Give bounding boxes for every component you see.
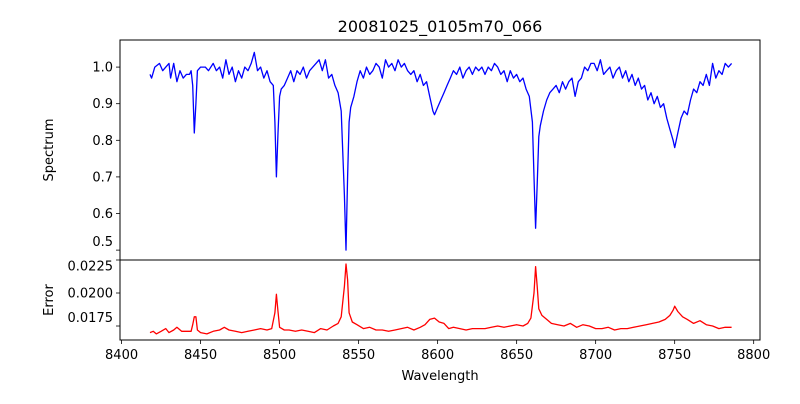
error-y-tick-label: 0.0225 (68, 260, 114, 275)
chart-title: 20081025_0105m70_066 (338, 17, 543, 37)
spectrum-y-tick-label: 0.6 (92, 207, 113, 222)
x-tick-label: 8400 (105, 348, 138, 363)
error-y-tick-label: 0.0200 (68, 287, 114, 302)
error-y-axis-label: Error (42, 284, 57, 316)
x-tick-label: 8500 (263, 348, 296, 363)
x-tick-label: 8750 (658, 348, 691, 363)
spectrum-y-axis-label: Spectrum (42, 119, 57, 182)
spectrum-y-tick-label: 1.0 (92, 61, 113, 76)
spectrum-y-tick-label: 0.8 (92, 134, 113, 149)
x-tick-label: 8650 (500, 348, 533, 363)
error-y-tick-label: 0.0175 (68, 311, 114, 326)
x-tick-label: 8600 (421, 348, 454, 363)
x-axis-label: Wavelength (401, 369, 478, 384)
spectrum-series-line (149, 51, 733, 251)
error-series-line (149, 263, 732, 335)
x-tick-label: 8700 (579, 348, 612, 363)
spectrum-y-tick-label: 0.7 (92, 170, 113, 185)
spectrum-axes-frame (119, 39, 761, 261)
x-tick-label: 8550 (342, 348, 375, 363)
spectrum-y-tick-label: 0.9 (92, 97, 113, 112)
x-tick-label: 8800 (737, 348, 770, 363)
error-axes-frame (119, 259, 761, 341)
spectrum-y-tick-label: 0.5 (92, 235, 113, 250)
x-tick-label: 8450 (184, 348, 217, 363)
